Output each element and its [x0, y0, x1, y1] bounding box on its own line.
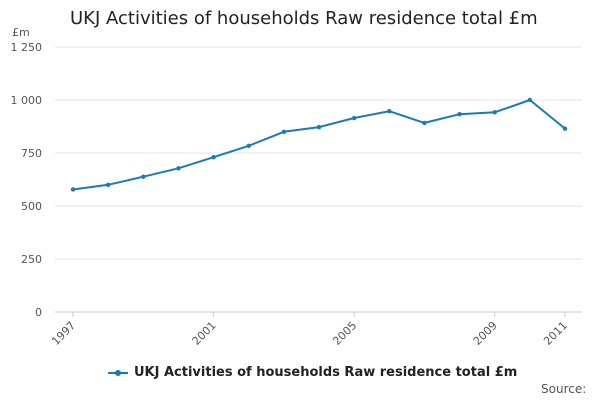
chart-legend[interactable]: UKJ Activities of households Raw residen…	[108, 365, 517, 380]
legend-label: UKJ Activities of households Raw residen…	[134, 365, 518, 380]
data-point[interactable]	[281, 129, 287, 134]
data-point[interactable]	[316, 124, 322, 130]
y-tick-label: 1 250	[11, 41, 43, 54]
x-tick-label: 2011	[541, 319, 570, 348]
data-point[interactable]	[141, 174, 146, 179]
grid-lines	[55, 46, 582, 313]
x-axis-ticks: 1997 2001 2005 2009 2011	[49, 312, 570, 348]
data-point[interactable]	[562, 126, 568, 131]
source-label: Source:	[541, 382, 587, 396]
y-tick-label: 1 000	[11, 94, 43, 107]
series-layer	[70, 97, 568, 192]
data-point[interactable]	[211, 155, 216, 160]
y-tick-label: 0	[35, 306, 42, 319]
data-point[interactable]	[527, 97, 533, 103]
data-point[interactable]	[457, 112, 462, 117]
series-line	[72, 99, 566, 191]
x-tick-label: 1997	[49, 319, 78, 348]
y-axis-unit-label: £m	[12, 26, 30, 39]
y-axis-ticks: 0 250 500 750 1 000 1 250	[11, 41, 43, 319]
x-tick-label: 2009	[471, 319, 500, 348]
data-point[interactable]	[351, 115, 357, 121]
x-tick-label: 2005	[330, 319, 359, 348]
x-tick-label: 2001	[190, 319, 219, 348]
legend-swatch-icon	[108, 367, 128, 379]
y-tick-label: 500	[21, 200, 42, 213]
data-point[interactable]	[492, 110, 497, 115]
data-point[interactable]	[105, 182, 111, 187]
y-tick-label: 250	[21, 253, 42, 266]
data-point[interactable]	[70, 187, 76, 192]
y-tick-label: 750	[21, 147, 42, 160]
data-point[interactable]	[176, 166, 181, 171]
data-point[interactable]	[246, 143, 251, 148]
data-point[interactable]	[387, 109, 392, 114]
chart-title: UKJ Activities of households Raw residen…	[70, 8, 538, 29]
data-point[interactable]	[422, 120, 427, 126]
